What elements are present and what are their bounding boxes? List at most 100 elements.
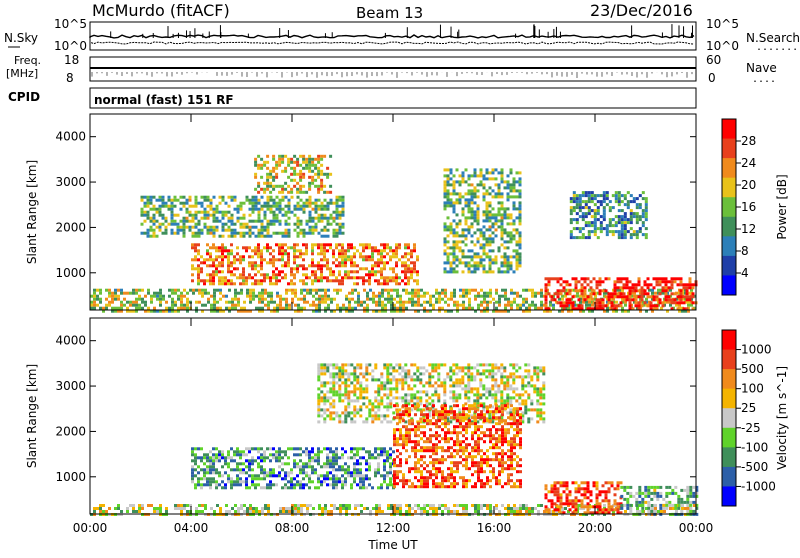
heatmap-cell: [618, 218, 621, 221]
heatmap-cell: [441, 289, 444, 292]
heatmap-cell: [248, 255, 251, 258]
heatmap-cell: [459, 180, 462, 183]
heatmap-cell: [329, 243, 332, 246]
heatmap-cell: [270, 199, 273, 202]
heatmap-cell: [242, 453, 245, 456]
heatmap-cell: [266, 185, 269, 188]
heatmap-cell: [510, 261, 513, 264]
heatmap-cell: [335, 243, 338, 246]
heatmap-cell: [228, 196, 231, 199]
heatmap-cell: [263, 477, 266, 480]
heatmap-cell: [276, 292, 279, 295]
heatmap-cell: [344, 264, 347, 267]
heatmap-cell: [459, 195, 462, 198]
heatmap-cell: [330, 510, 333, 513]
heatmap-cell: [305, 249, 308, 252]
heatmap-cell: [324, 205, 327, 208]
heatmap-cell: [434, 369, 437, 372]
heatmap-cell: [258, 510, 261, 513]
heatmap-cell: [440, 363, 443, 366]
heatmap-cell: [302, 468, 305, 471]
heatmap-cell: [191, 279, 194, 282]
heatmap-cell: [675, 510, 678, 513]
heatmap-cell: [264, 211, 267, 214]
heatmap-cell: [347, 396, 350, 399]
heatmap-cell: [279, 211, 282, 214]
heatmap-cell: [194, 486, 197, 489]
heatmap-cell: [507, 301, 510, 304]
heatmap-cell: [183, 507, 186, 510]
heatmap-cell: [308, 477, 311, 480]
heatmap-cell: [197, 471, 200, 474]
heatmap-cell: [356, 363, 359, 366]
heatmap-cell: [186, 217, 189, 220]
heatmap-cell: [303, 208, 306, 211]
heatmap-cell: [377, 390, 380, 393]
heatmap-cell: [321, 214, 324, 217]
heatmap-cell: [237, 205, 240, 208]
heatmap-cell: [300, 504, 303, 507]
heatmap-cell: [434, 387, 437, 390]
heatmap-cell: [213, 301, 216, 304]
heatmap-cell: [431, 366, 434, 369]
heatmap-cell: [237, 232, 240, 235]
heatmap-cell: [365, 243, 368, 246]
heatmap-cell: [504, 295, 507, 298]
heatmap-cell: [416, 396, 419, 399]
heatmap-cell: [318, 301, 321, 304]
heatmap-cell: [498, 213, 501, 216]
heatmap-cell: [249, 510, 252, 513]
colorbar-tick-label: 12: [741, 222, 756, 236]
heatmap-cell: [452, 384, 455, 387]
heatmap-cell: [264, 229, 267, 232]
heatmap-cell: [237, 208, 240, 211]
heatmap-cell: [573, 206, 576, 209]
heatmap-cell: [249, 507, 252, 510]
y-tick-label: 2000: [55, 220, 86, 234]
heatmap-cell: [260, 468, 263, 471]
heatmap-cell: [356, 264, 359, 267]
heatmap-cell: [359, 390, 362, 393]
heatmap-cell: [444, 252, 447, 255]
heatmap-cell: [513, 222, 516, 225]
heatmap-cell: [198, 232, 201, 235]
heatmap-cell: [321, 205, 324, 208]
heatmap-cell: [309, 229, 312, 232]
heatmap-cell: [209, 279, 212, 282]
heatmap-cell: [189, 220, 192, 223]
heatmap-cell: [177, 504, 180, 507]
heatmap-cell: [212, 276, 215, 279]
heatmap-cell: [584, 292, 587, 295]
heatmap-cell: [413, 246, 416, 249]
heatmap-cell: [398, 243, 401, 246]
heatmap-cell: [326, 474, 329, 477]
heatmap-cell: [603, 200, 606, 203]
heatmap-cell: [323, 480, 326, 483]
heatmap-cell: [380, 384, 383, 387]
heatmap-cell: [288, 199, 291, 202]
heatmap-cell: [335, 276, 338, 279]
heatmap-cell: [362, 243, 365, 246]
heatmap-cell: [255, 196, 258, 199]
heatmap-cell: [419, 417, 422, 420]
heatmap-cell: [609, 218, 612, 221]
heatmap-cell: [218, 483, 221, 486]
heatmap-cell: [276, 232, 279, 235]
heatmap-cell: [401, 375, 404, 378]
heatmap-cell: [552, 307, 555, 310]
heatmap-cell: [414, 304, 417, 307]
heatmap-cell: [413, 249, 416, 252]
heatmap-cell: [203, 456, 206, 459]
heatmap-cell: [177, 223, 180, 226]
heatmap-cell: [635, 283, 638, 286]
heatmap-cell: [395, 243, 398, 246]
heatmap-cell: [371, 375, 374, 378]
heatmap-cell: [395, 249, 398, 252]
heatmap-cell: [261, 298, 264, 301]
heatmap-cell: [516, 195, 519, 198]
heatmap-cell: [519, 216, 522, 219]
heatmap-cell: [516, 295, 519, 298]
heatmap-cell: [341, 456, 344, 459]
heatmap-cell: [350, 258, 353, 261]
